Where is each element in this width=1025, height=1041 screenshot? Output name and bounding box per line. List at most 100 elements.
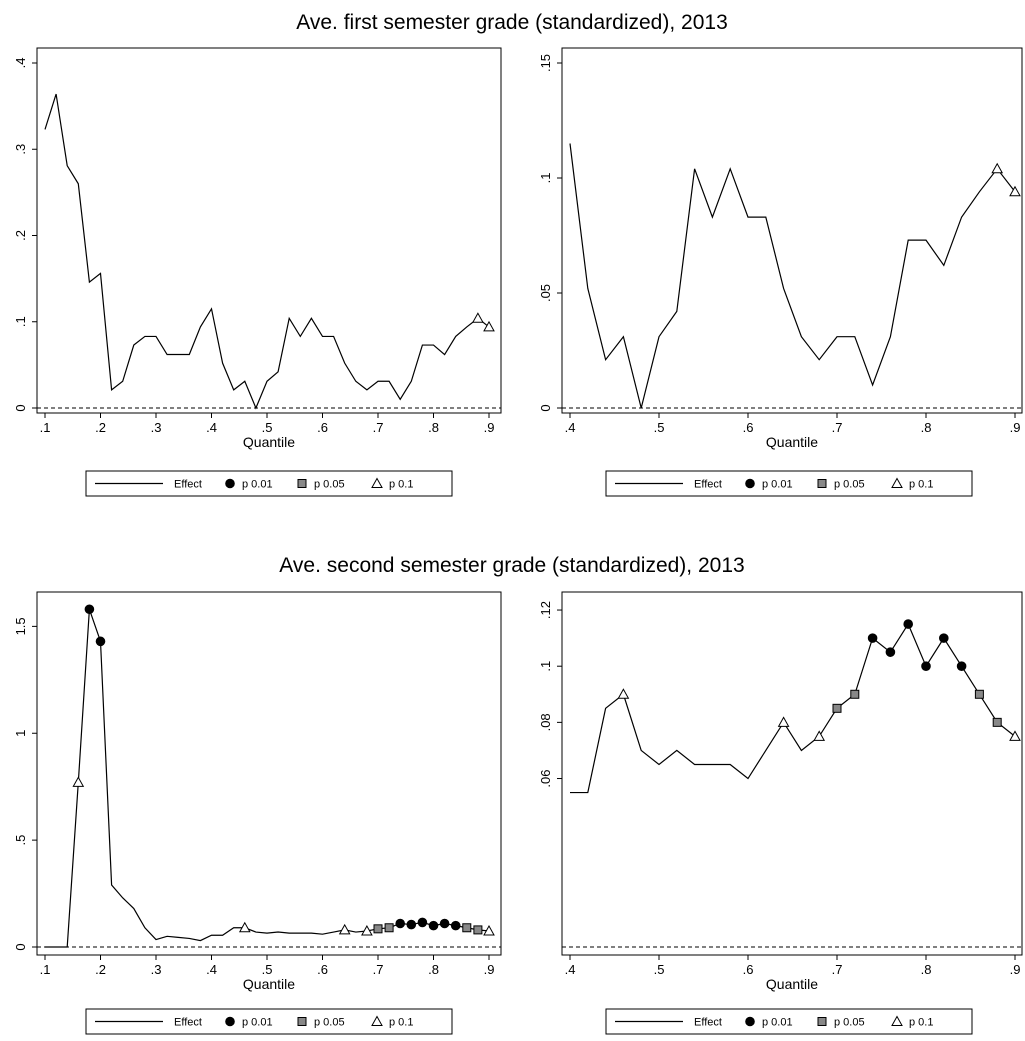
x-tick-label: .2 — [95, 420, 106, 435]
x-tick-label: .6 — [743, 962, 754, 977]
x-tick-label: .7 — [832, 962, 843, 977]
y-tick-label: .1 — [13, 316, 28, 327]
significance-marker-p-10 — [777, 716, 790, 727]
y-tick-label: .12 — [538, 601, 553, 619]
x-tick-label: .1 — [40, 420, 51, 435]
significance-marker-p-10 — [617, 688, 630, 699]
x-tick-label: .3 — [151, 420, 162, 435]
significance-marker-p-01 — [95, 636, 106, 647]
x-tick-label: .9 — [1010, 962, 1021, 977]
significance-marker-p-05 — [473, 925, 483, 935]
legend-p05-marker — [817, 1017, 827, 1026]
legend: Effect p 0.01 p 0.05 p 0.1 — [605, 1008, 973, 1035]
x-tick-label: .6 — [317, 420, 328, 435]
x-axis-label: Quantile — [766, 434, 818, 450]
significance-marker-p-10 — [238, 921, 251, 933]
significance-marker-p-01 — [417, 917, 428, 928]
x-tick-label: .9 — [1010, 420, 1021, 435]
x-tick-label: .1 — [40, 962, 51, 977]
y-tick-label: .08 — [538, 713, 553, 731]
significance-marker-p-01 — [428, 920, 439, 931]
legend-p01-label: p 0.01 — [242, 479, 273, 491]
plot-frame — [561, 47, 1023, 414]
legend-p10-label: p 0.1 — [389, 1017, 413, 1029]
y-tick-label: 0 — [13, 404, 28, 411]
legend-p10-label: p 0.1 — [909, 1017, 933, 1029]
x-axis-label: Quantile — [766, 976, 818, 992]
legend-effect-label: Effect — [174, 479, 202, 491]
legend-p10-marker — [371, 477, 383, 488]
legend-effect-label: Effect — [174, 1017, 202, 1029]
significance-marker-p-01 — [956, 661, 967, 672]
y-tick-label: .2 — [13, 230, 28, 241]
y-tick-label: 1.5 — [13, 617, 28, 635]
legend-p05-label: p 0.05 — [834, 479, 865, 491]
y-tick-label: 0 — [13, 943, 28, 950]
significance-marker-p-05 — [373, 924, 383, 934]
significance-marker-p-10 — [813, 730, 826, 741]
x-tick-label: .4 — [565, 420, 576, 435]
significance-marker-p-05 — [462, 923, 472, 933]
legend-p01-marker — [745, 478, 755, 489]
legend-p10-marker — [891, 1015, 903, 1026]
effect-series-line — [570, 622, 1016, 794]
legend-p05-marker — [297, 479, 307, 488]
significance-marker-p-10 — [1009, 185, 1021, 197]
x-tick-label: .7 — [373, 962, 384, 977]
y-tick-label: 1 — [13, 730, 28, 737]
x-tick-label: .4 — [565, 962, 576, 977]
significance-marker-p-01 — [439, 918, 450, 929]
legend-p01-label: p 0.01 — [242, 1017, 273, 1029]
significance-marker-p-10 — [338, 923, 351, 935]
significance-marker-p-01 — [84, 604, 95, 615]
significance-marker-p-10 — [361, 924, 373, 936]
legend-p01-marker — [745, 1016, 755, 1027]
x-tick-label: .4 — [206, 420, 217, 435]
x-tick-label: .7 — [832, 420, 843, 435]
y-tick-label: .15 — [538, 54, 553, 72]
legend: Effect p 0.01 p 0.05 p 0.1 — [605, 470, 973, 497]
significance-marker-p-01 — [867, 633, 878, 643]
significance-marker-p-01 — [921, 661, 931, 672]
legend: Effect p 0.01 p 0.05 p 0.1 — [85, 470, 453, 497]
y-tick-label: .5 — [13, 835, 28, 846]
significance-marker-p-10 — [483, 320, 495, 332]
x-tick-label: .6 — [317, 962, 328, 977]
significance-marker-p-10 — [991, 162, 1004, 174]
legend-p10-marker — [891, 477, 903, 488]
y-tick-label: .06 — [538, 769, 553, 787]
panel-title-bottom: Ave. second semester grade (standardized… — [279, 554, 744, 577]
x-tick-label: .7 — [373, 420, 384, 435]
legend-p05-marker — [817, 479, 827, 488]
x-axis-label: Quantile — [243, 976, 295, 992]
x-axis-label: Quantile — [243, 434, 295, 450]
x-tick-label: .9 — [484, 420, 495, 435]
x-tick-label: .5 — [654, 962, 665, 977]
significance-marker-p-10 — [483, 924, 495, 936]
legend-effect-label: Effect — [694, 1017, 722, 1029]
legend-p05-label: p 0.05 — [834, 1017, 865, 1029]
y-tick-label: .1 — [538, 661, 553, 672]
significance-marker-p-01 — [450, 920, 461, 931]
significance-marker-p-01 — [395, 918, 406, 929]
plot-frame — [36, 591, 502, 956]
y-tick-label: .4 — [13, 58, 28, 69]
significance-marker-p-05 — [974, 689, 984, 699]
x-tick-label: .8 — [921, 962, 932, 977]
y-tick-label: .3 — [13, 144, 28, 155]
significance-marker-p-01 — [885, 647, 896, 657]
legend-effect-label: Effect — [694, 479, 722, 491]
significance-marker-p-05 — [992, 717, 1002, 727]
y-tick-label: .05 — [538, 284, 553, 302]
legend-p05-label: p 0.05 — [314, 479, 345, 491]
legend-p05-marker — [297, 1017, 307, 1026]
effect-series-line — [45, 609, 490, 948]
x-tick-label: .3 — [151, 962, 162, 977]
chart-panel-3: .1 .2 .3 .4 .5 .6 .7 .8 .9 0 .5 1 1.5 Quantile Effect p… — [13, 591, 502, 1035]
legend-p01-marker — [225, 478, 235, 489]
x-tick-label: .6 — [743, 420, 754, 435]
significance-marker-p-05 — [384, 923, 394, 933]
significance-marker-p-05 — [832, 703, 842, 713]
x-tick-label: .9 — [484, 962, 495, 977]
